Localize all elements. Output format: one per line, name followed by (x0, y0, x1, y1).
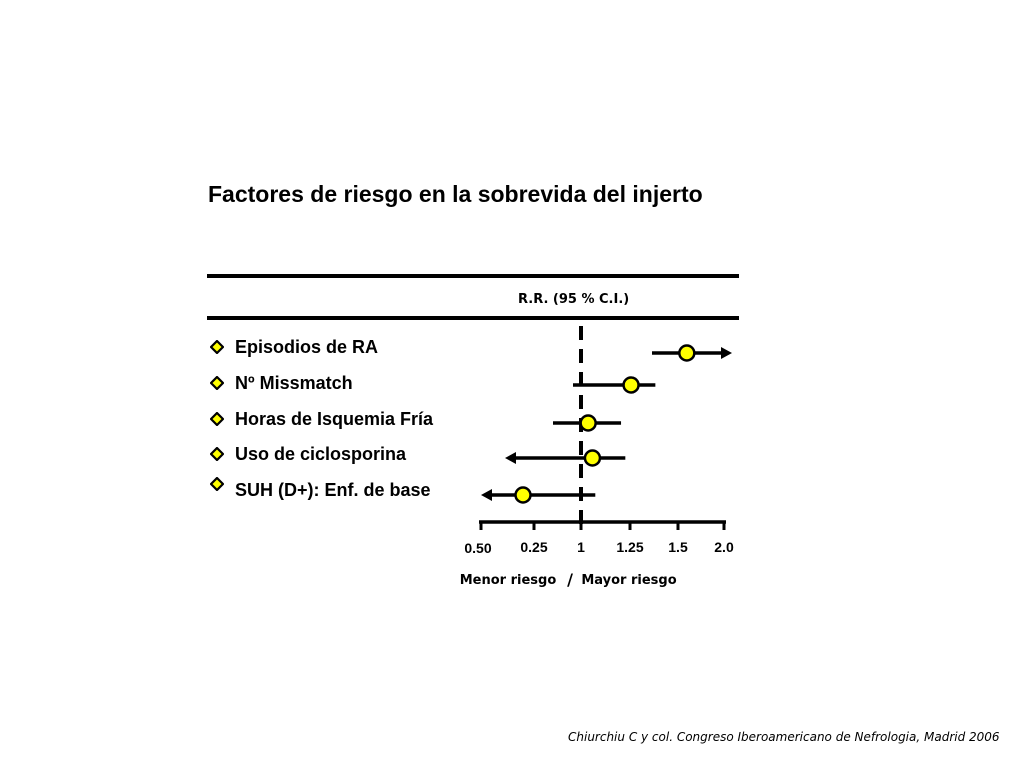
factor-label: Episodios de RA (235, 336, 379, 357)
table-header-rule (207, 316, 739, 320)
point-estimate (579, 414, 597, 432)
slide-title: Factores de riesgo en la sobrevida del i… (208, 181, 703, 207)
ci-arrow-left (505, 452, 516, 464)
ci-arrow-right (721, 347, 732, 359)
column-header: R.R. (95 % C.I.) (518, 292, 630, 307)
diamond-bullet-icon (210, 477, 224, 491)
x-caption-separator: / (567, 570, 573, 589)
ci-arrow-left (481, 489, 492, 501)
point-estimate (622, 376, 640, 394)
x-tick-label: 2.0 (714, 539, 734, 555)
factor-row: Nº Missmatch (210, 371, 353, 395)
diamond-bullet-icon (210, 340, 224, 354)
x-caption-left: Menor riesgo (460, 573, 557, 588)
factor-row: Horas de Isquemia Fría (210, 407, 433, 431)
x-tick-label: 1.25 (616, 539, 643, 555)
diamond-bullet-icon (210, 412, 224, 426)
point-estimate (514, 486, 532, 504)
x-tick-label: 0.50 (464, 540, 491, 556)
x-caption-right: Mayor riesgo (581, 573, 676, 588)
factor-label: Nº Missmatch (235, 372, 353, 393)
factor-row: Uso de ciclosporina (210, 442, 406, 466)
factor-row: SUH (D+): Enf. de base (210, 477, 431, 502)
citation-footer: Chiurchiu C y col. Congreso Iberoamerica… (568, 730, 1000, 744)
point-estimate (678, 344, 696, 362)
table-top-rule (207, 274, 739, 278)
factor-row: Episodios de RA (210, 335, 378, 359)
factor-label: Uso de ciclosporina (235, 443, 407, 464)
diamond-bullet-icon (210, 376, 224, 390)
point-estimate (583, 449, 602, 467)
factor-label: Horas de Isquemia Fría (235, 408, 434, 429)
x-tick-label: 0.25 (520, 539, 547, 555)
diamond-bullet-icon (210, 447, 224, 461)
x-tick-label: 1.5 (668, 539, 688, 555)
factor-label: SUH (D+): Enf. de base (235, 479, 431, 500)
x-tick-label: 1 (577, 539, 585, 555)
